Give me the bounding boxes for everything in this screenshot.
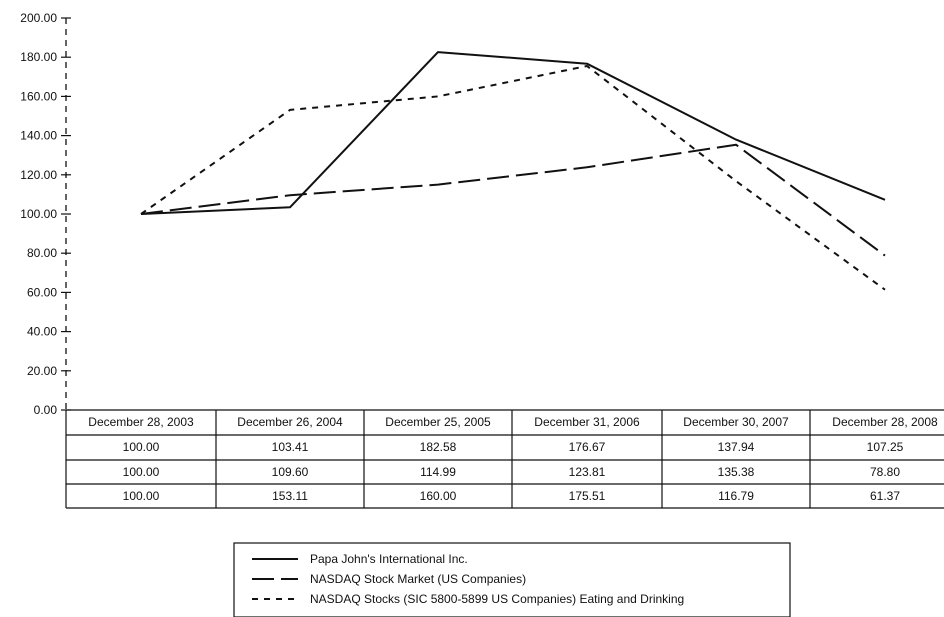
y-tick-label: 80.00 — [27, 246, 57, 260]
y-tick-label: 180.00 — [20, 50, 57, 64]
table-value-cell: 175.51 — [569, 489, 606, 503]
y-tick-label: 120.00 — [20, 168, 57, 182]
table-value-cell: 100.00 — [123, 440, 160, 454]
table-value-cell: 135.38 — [718, 465, 755, 479]
table-value-cell: 100.00 — [123, 489, 160, 503]
y-tick-label: 20.00 — [27, 364, 57, 378]
table-value-cell: 109.60 — [272, 465, 309, 479]
legend-label: Papa John's International Inc. — [310, 552, 468, 566]
table-value-cell: 103.41 — [272, 440, 309, 454]
table-value-cell: 114.99 — [420, 465, 456, 479]
table-value-cell: 182.58 — [420, 440, 457, 454]
data-table: December 28, 2003 December 26, 2004 Decemb… — [65, 409, 944, 509]
table-value-cell: 61.37 — [870, 489, 900, 503]
plot-area — [140, 51, 886, 291]
table-value-cell: 123.81 — [569, 465, 606, 479]
x-category-label: December 26, 2004 — [237, 415, 343, 429]
table-value-cell: 107.25 — [867, 440, 904, 454]
table-value-cell: 176.67 — [569, 440, 606, 454]
series-line-3 — [140, 65, 886, 291]
legend: Papa John's International Inc. NASDAQ Sto… — [233, 542, 791, 617]
table-value-cell: 116.79 — [718, 489, 754, 503]
y-tick-label: 200.00 — [20, 11, 57, 25]
series-line-2 — [140, 143, 886, 257]
x-category-label: December 30, 2007 — [683, 415, 789, 429]
y-tick-label: 100.00 — [20, 207, 57, 221]
x-category-label: December 28, 2003 — [88, 415, 194, 429]
legend-box — [233, 542, 791, 617]
table-value-cell: 100.00 — [123, 465, 160, 479]
y-tick-label: 40.00 — [27, 325, 57, 339]
table-value-cell: 137.94 — [718, 440, 755, 454]
table-value-cell: 153.11 — [272, 489, 308, 503]
x-category-label: December 31, 2006 — [534, 415, 640, 429]
legend-label: NASDAQ Stocks (SIC 5800-5899 US Companie… — [310, 592, 684, 606]
series-line-1 — [140, 51, 886, 215]
legend-label: NASDAQ Stock Market (US Companies) — [310, 572, 526, 586]
y-axis: 0.00 20.00 40.00 60.00 80.00 100.00 120.00 140.… — [20, 11, 71, 417]
y-tick-label: 140.00 — [20, 129, 57, 143]
x-category-label: December 28, 2008 — [832, 415, 938, 429]
y-tick-label: 160.00 — [20, 89, 57, 103]
table-value-cell: 160.00 — [420, 489, 457, 503]
y-tick-label: 60.00 — [27, 285, 57, 299]
y-tick-label: 0.00 — [34, 403, 58, 417]
x-category-label: December 25, 2005 — [385, 415, 491, 429]
table-value-cell: 78.80 — [870, 465, 900, 479]
